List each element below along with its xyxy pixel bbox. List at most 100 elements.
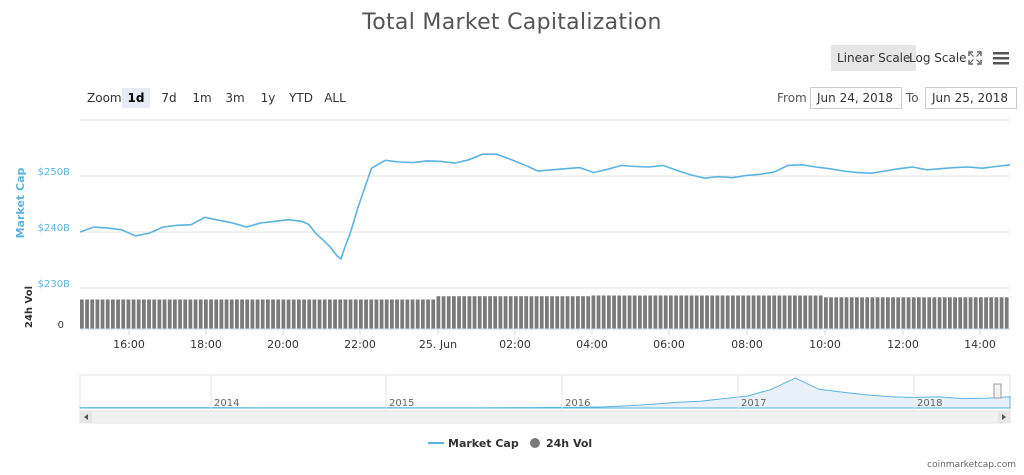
volume-bar xyxy=(612,295,616,329)
legend-item-volume[interactable]: 24h Vol xyxy=(546,437,592,450)
volume-bar xyxy=(508,296,513,329)
volume-bar xyxy=(467,296,472,329)
volume-bar xyxy=(870,297,875,329)
volume-bar xyxy=(607,295,611,329)
volume-bar xyxy=(596,295,601,329)
zoom-1y-button[interactable]: 1y xyxy=(260,91,276,105)
volume-bar xyxy=(984,297,988,329)
to-label: To xyxy=(906,91,919,105)
volume-bar xyxy=(545,296,549,329)
volume-bar xyxy=(808,295,813,329)
zoom-1m-button[interactable]: 1m xyxy=(192,91,212,105)
volume-bar xyxy=(142,299,146,329)
volume-bar xyxy=(653,295,658,329)
volume-bar xyxy=(839,297,844,329)
volume-bar xyxy=(359,299,363,329)
volume-bar xyxy=(834,297,839,329)
volume-bar xyxy=(793,295,797,329)
volume-bar xyxy=(369,299,374,329)
navigator-tick-label: 2017 xyxy=(741,398,766,409)
y-tick-label-volume: 0 xyxy=(58,320,64,331)
volume-bar xyxy=(224,299,229,329)
volume-bar xyxy=(483,296,487,329)
volume-bar xyxy=(674,295,678,329)
from-date-input[interactable]: Jun 24, 2018 xyxy=(810,87,902,109)
volume-bar xyxy=(322,299,327,329)
volume-bar xyxy=(95,299,100,329)
volume-bar xyxy=(338,299,343,329)
volume-bar xyxy=(844,297,849,329)
volume-bar xyxy=(787,295,792,329)
volume-bar xyxy=(942,297,947,329)
zoom-1d-button[interactable]: 1d xyxy=(122,88,150,108)
x-tick-label: 25. Jun xyxy=(419,338,457,351)
volume-bar xyxy=(105,299,110,329)
navigator-handle[interactable] xyxy=(993,383,1002,399)
volume-bar xyxy=(415,299,420,329)
x-tick-label: 14:00 xyxy=(964,338,996,351)
volume-bar xyxy=(849,297,854,329)
navigator-tick-label: 2016 xyxy=(565,398,590,409)
volume-bar xyxy=(700,295,704,329)
volume-bar xyxy=(524,296,529,329)
x-tick-label: 18:00 xyxy=(190,338,222,351)
fullscreen-icon[interactable] xyxy=(967,50,983,66)
volume-bar xyxy=(183,299,188,329)
volume-bar xyxy=(824,297,828,329)
navigator-area xyxy=(79,377,1011,409)
volume-bar xyxy=(457,296,461,329)
x-tick-label: 08:00 xyxy=(731,338,763,351)
volume-bar xyxy=(638,295,642,329)
volume-bar xyxy=(798,295,802,329)
volume-bar xyxy=(679,295,684,329)
zoom-3m-button[interactable]: 3m xyxy=(225,91,245,105)
volume-bar xyxy=(333,299,337,329)
volume-bar xyxy=(276,299,281,329)
volume-bar xyxy=(493,296,498,329)
volume-bar xyxy=(421,299,425,329)
volume-bar xyxy=(302,299,306,329)
volume-bar xyxy=(989,297,994,329)
volume-bar xyxy=(658,295,663,329)
volume-bar xyxy=(214,299,219,329)
volume-bar xyxy=(948,297,952,329)
volume-bar xyxy=(514,296,518,329)
menu-icon[interactable] xyxy=(992,50,1010,66)
volume-bar xyxy=(756,295,761,329)
volume-bar xyxy=(725,295,730,329)
linear-scale-button[interactable]: Linear Scale xyxy=(831,45,917,71)
y-tick-label: $230B xyxy=(38,279,70,290)
navigator-tick-label: 2014 xyxy=(214,398,239,409)
x-tick-label: 22:00 xyxy=(344,338,376,351)
zoom-ytd-button[interactable]: YTD xyxy=(289,91,313,105)
scrollbar-track[interactable] xyxy=(79,410,1011,424)
volume-bar xyxy=(147,299,151,329)
legend-item-market-cap[interactable]: Market Cap xyxy=(448,437,519,450)
volume-bar xyxy=(875,297,880,329)
y-tick-label: $240B xyxy=(38,223,70,234)
zoom-all-button[interactable]: ALL xyxy=(324,91,346,105)
volume-bar xyxy=(601,295,606,329)
volume-bar xyxy=(705,295,709,329)
volume-bar xyxy=(353,299,358,329)
y-axis-title-volume: 24h Vol xyxy=(24,286,35,328)
volume-bar xyxy=(503,296,508,329)
zoom-7d-button[interactable]: 7d xyxy=(161,91,177,105)
volume-bar xyxy=(235,299,239,329)
volume-bar xyxy=(441,296,446,329)
volume-bar xyxy=(565,296,570,329)
to-date-input[interactable]: Jun 25, 2018 xyxy=(925,87,1017,109)
volume-bar xyxy=(979,297,983,329)
volume-bar xyxy=(121,299,126,329)
volume-bar xyxy=(886,297,890,329)
volume-bar xyxy=(152,299,157,329)
volume-bar xyxy=(560,296,565,329)
volume-bar xyxy=(689,295,694,329)
log-scale-button[interactable]: Log Scale xyxy=(909,51,967,65)
volume-bar xyxy=(570,296,575,329)
volume-bar xyxy=(297,299,301,329)
volume-bar xyxy=(271,299,275,329)
volume-bar xyxy=(431,299,436,329)
volume-bar xyxy=(927,297,932,329)
volume-bar xyxy=(374,299,379,329)
